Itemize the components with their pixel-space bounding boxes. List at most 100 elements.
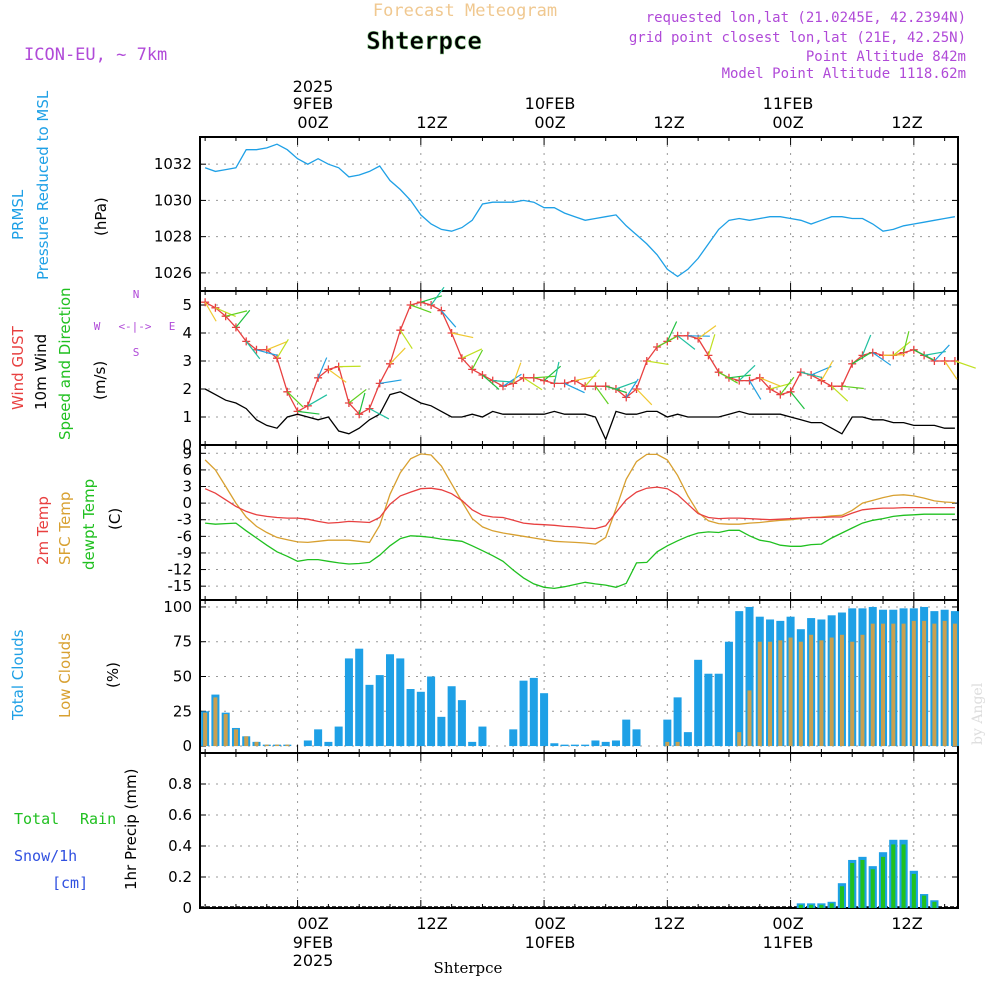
wind-arrow: [430, 286, 445, 306]
wind-arrow: [451, 332, 474, 339]
total-cloud-bar: [457, 700, 466, 747]
wind-arrow: [235, 309, 251, 328]
wind-arrow: [533, 375, 556, 379]
low-cloud-bar: [901, 623, 906, 747]
rain-bar: [798, 904, 803, 908]
top-hour: 12Z: [653, 113, 684, 132]
low-cloud-bar: [942, 620, 947, 747]
low-clouds-label: Low Clouds: [56, 633, 74, 718]
y-tick-label: 5: [182, 296, 192, 314]
tsfc-label: SFC Temp: [56, 492, 74, 565]
low-cloud-bar: [768, 641, 773, 747]
rain-bar: [829, 903, 834, 908]
low-cloud-bar: [881, 623, 886, 747]
wind-arrow: [328, 368, 347, 383]
wind-arrow: [810, 365, 832, 376]
low-cloud-bar: [778, 640, 783, 747]
wind-arrow: [564, 382, 585, 394]
low-cloud-bar: [839, 634, 844, 747]
y-tick-label: 0.2: [168, 868, 192, 886]
y-tick-label: 2: [182, 380, 192, 398]
low-cloud-bar: [747, 690, 752, 747]
rain-bar: [839, 886, 844, 908]
y-tick-label: 0: [182, 899, 192, 917]
total-cloud-bar: [519, 680, 528, 747]
wind-arrow: [841, 385, 864, 390]
low-cloud-bar: [819, 640, 824, 747]
wind-arrow: [831, 385, 849, 402]
wind-labels: Wind GUST 10m Wind Speed and Direction (…: [9, 287, 109, 440]
model-altitude: Model Point Altitude 1118.62m: [722, 66, 966, 82]
wind10-label: 10m Wind: [32, 334, 50, 410]
bottom-hour: 00Z: [297, 914, 328, 933]
total-cloud-bar: [663, 719, 672, 747]
wind-arrow: [307, 394, 328, 407]
y-tick-label: 6: [182, 461, 192, 479]
rain-bar: [891, 844, 896, 908]
y-tick-label: -15: [168, 577, 193, 595]
y-tick-label: 25: [173, 702, 192, 720]
wind-arrow: [492, 380, 515, 383]
bottom-date: 9FEB: [293, 933, 333, 952]
wind-arrow: [399, 329, 413, 349]
y-tick-label: 50: [173, 668, 192, 686]
wind-arrow: [584, 369, 601, 387]
wind-arrow: [759, 377, 781, 387]
bottom-time-axis: 00Z 9FEB 2025 12Z 00Z 10FEB 12Z 00Z 11FE…: [293, 914, 923, 970]
t2m-label: 2m Temp: [34, 496, 52, 565]
wind-arrow: [471, 349, 484, 370]
total-cloud-bar: [735, 611, 744, 747]
top-hour: 00Z: [772, 113, 803, 132]
wind-arrow: [913, 349, 934, 361]
y-tick-label: 0.6: [168, 806, 192, 824]
bottom-date: 10FEB: [525, 933, 576, 952]
top-hour: 12Z: [416, 113, 447, 132]
rain-bar: [809, 904, 814, 908]
total-cloud-bar: [714, 673, 723, 747]
rain-bar: [911, 873, 916, 908]
pressure-labels: PRMSL Pressure Reduced to MSL (hPa): [9, 90, 110, 280]
y-tick-label: 75: [173, 633, 192, 651]
wind-arrow: [297, 410, 320, 415]
bottom-hour: 00Z: [534, 914, 565, 933]
total-clouds-label: Total Clouds: [9, 629, 27, 721]
y-tick-label: 0.8: [168, 775, 192, 793]
wind-arrow: [790, 391, 805, 410]
wind-arrow: [523, 377, 543, 391]
y-tick-label: 1028: [154, 228, 192, 246]
wind-arrow: [543, 365, 562, 382]
top-hour: 00Z: [534, 113, 565, 132]
wind-arrow: [677, 335, 696, 350]
total-cloud-bar: [570, 744, 579, 747]
dewpt-label: dewpt Temp: [80, 479, 98, 570]
wind-arrow: [861, 334, 872, 356]
low-cloud-bar: [932, 623, 937, 747]
y-tick-label: 9: [182, 444, 192, 462]
wind-arrow: [748, 380, 762, 400]
top-time-axis: 2025 9FEB 00Z 12Z 10FEB 00Z 12Z 11FEB 00…: [293, 77, 923, 132]
top-date: 11FEB: [763, 94, 814, 113]
y-tick-label: 0.4: [168, 837, 192, 855]
wind-arrow: [379, 379, 402, 384]
wind-arrow: [615, 380, 637, 390]
rain-bar: [860, 859, 865, 908]
total-cloud-bar: [375, 675, 384, 747]
wind10-line: [204, 388, 955, 442]
wind-arrow: [594, 385, 609, 405]
total-cloud-bar: [704, 673, 713, 747]
panel-frame: [199, 290, 959, 446]
rain-bar: [922, 895, 927, 908]
wind-arrow: [820, 361, 833, 381]
total-cloud-bar: [468, 741, 477, 747]
total-cloud-bar: [396, 658, 405, 747]
y-tick-label: -3: [177, 511, 192, 529]
total-cloud-bar: [303, 740, 312, 747]
pressure-line: [204, 143, 956, 278]
model-label: ICON-EU, ~ 7km: [24, 45, 167, 65]
low-cloud-bar: [850, 641, 855, 747]
rain-label: Rain: [80, 810, 116, 828]
total-cloud-bar: [386, 654, 395, 747]
low-cloud-bar: [275, 744, 280, 747]
low-cloud-bar: [891, 623, 896, 747]
total-cloud-bar: [478, 726, 487, 747]
